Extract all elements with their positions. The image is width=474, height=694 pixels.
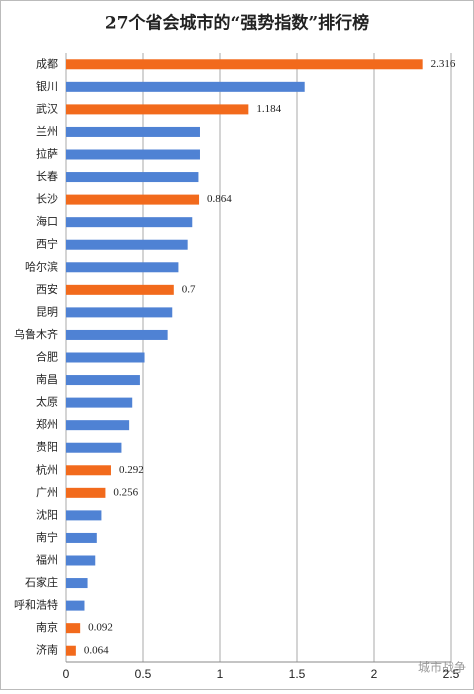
bar xyxy=(66,239,188,250)
bar xyxy=(66,126,200,137)
y-tick-label: 太原 xyxy=(36,396,58,409)
bar xyxy=(66,623,81,634)
x-tick-label: 0.5 xyxy=(135,667,152,681)
y-tick-label: 昆明 xyxy=(36,305,58,318)
bar xyxy=(66,194,200,205)
x-tick-label: 1 xyxy=(217,667,224,681)
bar xyxy=(66,307,173,318)
y-tick-label: 乌鲁木齐 xyxy=(14,327,58,341)
y-tick-label: 合肥 xyxy=(36,350,58,364)
y-tick-label: 南京 xyxy=(36,620,58,634)
bar xyxy=(66,375,140,386)
bar xyxy=(66,172,199,183)
bar xyxy=(66,104,249,115)
y-tick-label: 西安 xyxy=(36,282,58,296)
bar xyxy=(66,578,88,589)
bar xyxy=(66,600,85,611)
y-tick-label: 贵阳 xyxy=(36,441,58,454)
bar xyxy=(66,352,145,363)
y-tick-label: 南昌 xyxy=(36,373,58,386)
y-tick-label: 石家庄 xyxy=(25,575,58,589)
y-tick-label: 成都 xyxy=(36,57,58,70)
y-tick-label: 郑州 xyxy=(36,417,58,431)
y-tick-label: 沈阳 xyxy=(36,507,58,521)
x-tick-label: 2 xyxy=(371,667,378,681)
bar xyxy=(66,59,423,70)
bar xyxy=(66,329,168,340)
data-label: 0.256 xyxy=(113,486,138,498)
data-label: 0.7 xyxy=(182,283,196,295)
y-tick-label: 长沙 xyxy=(36,193,58,206)
y-tick-label: 长春 xyxy=(36,170,58,183)
y-tick-label: 南宁 xyxy=(36,530,58,544)
y-tick-label: 济南 xyxy=(36,643,58,657)
bar xyxy=(66,510,102,521)
y-tick-label: 拉萨 xyxy=(36,147,58,161)
bar xyxy=(66,487,106,498)
y-tick-label: 呼和浩特 xyxy=(14,598,58,612)
bar xyxy=(66,555,96,566)
data-label: 0.292 xyxy=(119,464,144,476)
y-tick-label: 福州 xyxy=(36,553,58,567)
y-tick-label: 海口 xyxy=(36,214,58,228)
data-label: 0.064 xyxy=(84,644,109,656)
bar xyxy=(66,217,193,228)
y-tick-label: 兰州 xyxy=(36,125,58,138)
x-tick-label: 0 xyxy=(63,667,70,681)
x-tick-label: 2.5 xyxy=(443,667,460,681)
bar xyxy=(66,149,200,160)
bar xyxy=(66,465,111,476)
data-label: 0.864 xyxy=(207,193,232,205)
bar xyxy=(66,284,174,295)
bar xyxy=(66,81,305,92)
bar xyxy=(66,397,133,408)
bar xyxy=(66,420,130,431)
y-tick-label: 杭州 xyxy=(36,462,58,476)
x-tick-label: 1.5 xyxy=(289,667,306,681)
bar xyxy=(66,532,97,543)
data-label: 0.092 xyxy=(88,622,113,634)
watermark: 城市战争 xyxy=(418,660,466,675)
data-label: 1.184 xyxy=(256,103,281,115)
y-tick-label: 哈尔滨 xyxy=(25,259,58,273)
bar xyxy=(66,262,179,273)
y-tick-label: 武汉 xyxy=(36,102,58,115)
chart-title: 27个省会城市的“强势指数”排行榜 xyxy=(105,13,369,34)
bar xyxy=(66,645,76,656)
data-label: 2.316 xyxy=(431,58,456,70)
bar xyxy=(66,442,122,453)
y-tick-label: 广州 xyxy=(36,486,58,499)
y-tick-label: 西宁 xyxy=(36,237,58,251)
y-tick-label: 银川 xyxy=(36,79,58,93)
